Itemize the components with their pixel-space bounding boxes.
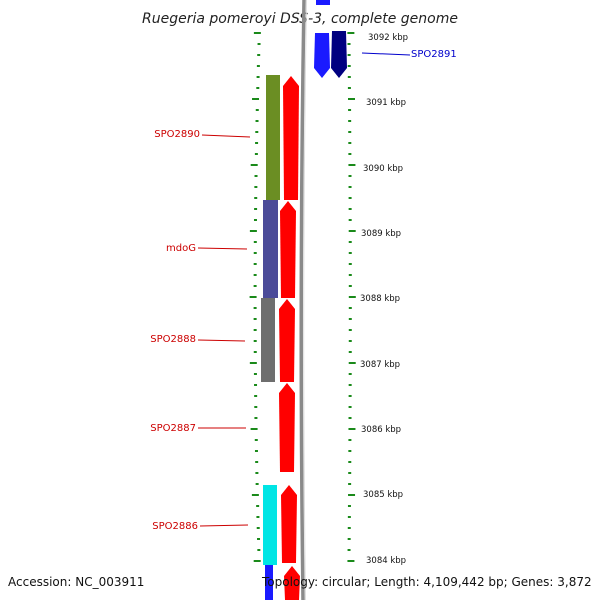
scale-label-3092: 3092 kbp (368, 33, 408, 43)
gene-arrow-spo2888[interactable] (279, 299, 295, 382)
scale-label-3091: 3091 kbp (366, 98, 406, 108)
accession-text: Accession: NC_003911 (8, 575, 145, 589)
scale-label-3085: 3085 kbp (363, 490, 403, 500)
feature-bar-spo2890 (266, 75, 280, 200)
leader-line (197, 339, 246, 342)
scale-label-3084: 3084 kbp (366, 556, 406, 566)
gene-arrow-top-partial (316, 0, 330, 5)
scale-label-3086: 3086 kbp (361, 425, 401, 435)
scale-label-3090: 3090 kbp (363, 164, 403, 174)
gene-arrow-spo2891-light[interactable] (314, 33, 330, 78)
leader-line (361, 52, 411, 56)
gene-arrow-spo2887[interactable] (279, 383, 295, 472)
leader-line (197, 247, 248, 250)
map-title: Ruegeria pomeroyi DSS-3, complete genome (142, 11, 458, 27)
gene-arrow-spo2886[interactable] (281, 485, 297, 563)
gene-label-mdog[interactable]: mdoG (166, 243, 196, 254)
gene-label-spo2887[interactable]: SPO2887 (150, 423, 196, 434)
left-tick-track (249, 32, 261, 562)
gene-label-spo2888[interactable]: SPO2888 (150, 334, 196, 345)
gene-label-spo2890[interactable]: SPO2890 (154, 129, 200, 140)
leader-line (201, 134, 251, 138)
right-tick-track (347, 32, 356, 562)
topology-text: Topology: circular; Length: 4,109,442 bp… (262, 575, 592, 589)
feature-bar-bottom-blue (265, 565, 273, 600)
gene-arrow-spo2890[interactable] (283, 76, 299, 200)
gene-label-spo2891[interactable]: SPO2891 (411, 49, 457, 60)
feature-bar-mdog (263, 200, 278, 298)
leader-line (199, 524, 249, 527)
gene-arrow-spo2891-dark[interactable] (331, 31, 347, 78)
scale-label-3087: 3087 kbp (360, 360, 400, 370)
backbone-line-outer (299, 0, 306, 600)
scale-label-3089: 3089 kbp (361, 229, 401, 239)
label-leaders (197, 52, 411, 527)
feature-bar-spo2888 (261, 298, 275, 382)
gene-arrow-bottom[interactable] (284, 566, 300, 600)
scale-label-3088: 3088 kbp (360, 294, 400, 304)
gene-label-spo2886[interactable]: SPO2886 (152, 521, 198, 532)
gene-arrow-mdog[interactable] (280, 201, 296, 298)
backbone-line-inner (303, 0, 307, 600)
feature-bar-spo2886 (263, 485, 277, 565)
